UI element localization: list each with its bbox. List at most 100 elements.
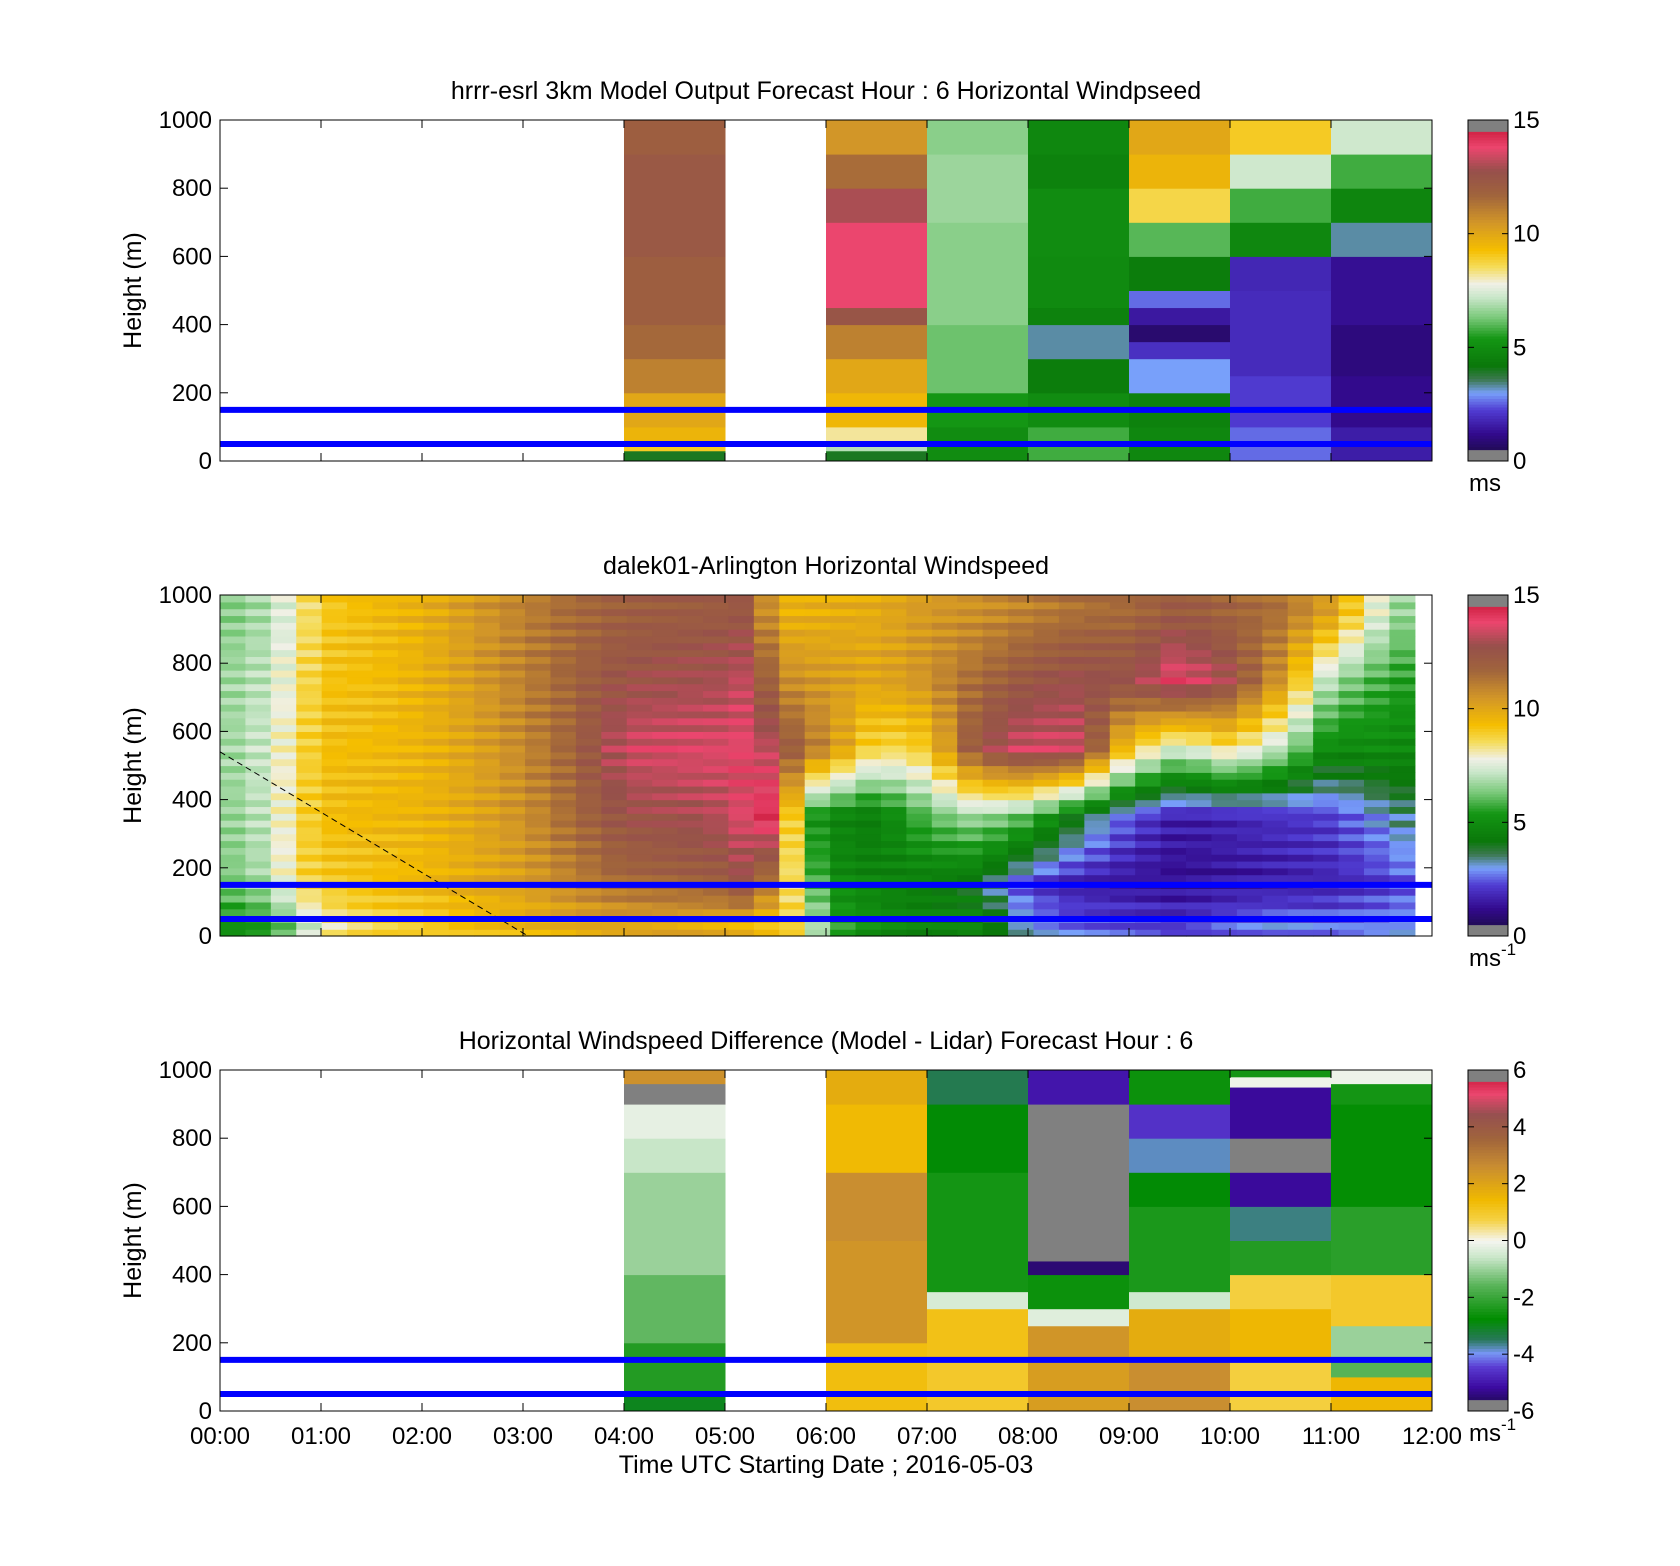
heatmap-cell	[1338, 751, 1365, 760]
heatmap-cell	[397, 745, 424, 753]
heatmap-cell	[1287, 867, 1314, 876]
colorbar-segment	[1468, 1288, 1508, 1293]
heatmap-cell	[1389, 813, 1416, 821]
heatmap-cell	[779, 629, 806, 637]
heatmap-cell	[372, 860, 399, 869]
colorbar-segment	[1468, 1106, 1508, 1111]
heatmap-cell	[1230, 290, 1332, 377]
heatmap-cell	[703, 676, 730, 685]
heatmap-cell	[1338, 595, 1365, 603]
heatmap-cell	[372, 724, 399, 732]
heatmap-cell	[753, 820, 780, 828]
heatmap-cell	[753, 840, 780, 848]
y-tick-label: 200	[172, 380, 212, 407]
heatmap-cell	[423, 895, 450, 903]
heatmap-cell	[525, 792, 552, 801]
heatmap-cell	[804, 826, 831, 835]
heatmap-cell	[626, 758, 653, 767]
heatmap-cell	[1389, 697, 1416, 705]
heatmap-cell	[1008, 758, 1035, 767]
heatmap-cell	[245, 683, 272, 692]
heatmap-cell	[1262, 608, 1289, 617]
colorbar-segment	[1468, 595, 1508, 599]
heatmap-cell	[1211, 908, 1238, 917]
heatmap-cell	[550, 765, 577, 773]
heatmap-cell	[1262, 840, 1289, 848]
heatmap-cell	[1033, 888, 1060, 896]
heatmap-cell	[652, 867, 679, 876]
colorbar-segment	[1468, 1070, 1508, 1074]
colorbar-segment	[1468, 734, 1508, 738]
heatmap-cell	[626, 731, 653, 739]
heatmap-cell	[321, 595, 348, 603]
colorbar-segment	[1468, 1172, 1508, 1176]
heatmap-cell	[1008, 697, 1035, 705]
heatmap-cell	[1135, 663, 1162, 671]
heatmap-cell	[525, 901, 552, 910]
heatmap-cell	[1338, 820, 1365, 828]
colorbar-segment	[1468, 202, 1508, 206]
heatmap-cell	[652, 751, 679, 760]
heatmap-cell	[601, 874, 628, 883]
heatmap-cell	[753, 813, 780, 821]
heatmap-cell	[779, 676, 806, 685]
heatmap-cell	[1313, 792, 1340, 801]
heatmap-cell	[245, 676, 272, 685]
heatmap-cell	[1211, 847, 1238, 855]
y-tick-label: 600	[172, 1193, 212, 1220]
heatmap-cell	[499, 751, 526, 760]
heatmap-cell	[677, 813, 704, 821]
colorbar-segment	[1468, 1254, 1508, 1259]
colorbar-segment	[1468, 327, 1508, 331]
colorbar-segment	[1468, 219, 1508, 223]
heatmap-cell	[1160, 813, 1187, 821]
heatmap-cell	[982, 635, 1009, 644]
heatmap-cell	[677, 806, 704, 814]
y-tick-label: 200	[172, 855, 212, 882]
heatmap-cell	[677, 888, 704, 896]
heatmap-cell	[753, 642, 780, 651]
heatmap-cell	[779, 649, 806, 657]
heatmap-cell	[601, 683, 628, 692]
heatmap-cell	[1058, 710, 1085, 719]
heatmap-cell	[575, 745, 602, 753]
heatmap-cell	[1389, 860, 1416, 869]
colorbar-segment	[1468, 304, 1508, 309]
heatmap-cell	[1160, 929, 1187, 937]
colorbar-segment	[1468, 270, 1508, 274]
heatmap-cell	[448, 663, 475, 671]
heatmap-cell	[626, 779, 653, 787]
heatmap-cell	[957, 888, 984, 896]
heatmap-cell	[1287, 833, 1314, 842]
heatmap-cell	[1058, 683, 1085, 692]
colorbar-segment	[1468, 751, 1508, 755]
heatmap-cell	[1262, 867, 1289, 876]
heatmap-cell	[601, 820, 628, 828]
heatmap-cell	[575, 888, 602, 896]
heatmap-cell	[728, 874, 755, 883]
heatmap-cell	[1211, 663, 1238, 671]
heatmap-cell	[728, 704, 755, 712]
heatmap-cell	[347, 738, 374, 746]
heatmap-cell	[855, 772, 882, 780]
colorbar-segment	[1468, 188, 1508, 192]
heatmap-cell	[499, 799, 526, 808]
heatmap-cell	[525, 840, 552, 848]
heatmap-cell	[1211, 806, 1238, 814]
heatmap-cell	[826, 450, 928, 462]
heatmap-cell	[1109, 799, 1136, 808]
heatmap-cell	[1236, 670, 1263, 678]
heatmap-cell	[804, 710, 831, 719]
heatmap-cell	[575, 874, 602, 883]
heatmap-cell	[1363, 813, 1391, 821]
heatmap-cell	[855, 595, 882, 603]
colorbar-segment	[1468, 816, 1508, 820]
heatmap-cell	[1262, 676, 1289, 685]
heatmap-cell	[525, 813, 552, 821]
heatmap-cell	[1287, 656, 1314, 664]
heatmap-cell	[321, 860, 348, 869]
heatmap-cell	[296, 922, 323, 930]
heatmap-cell	[220, 806, 247, 814]
colorbar-segment	[1468, 1152, 1508, 1156]
